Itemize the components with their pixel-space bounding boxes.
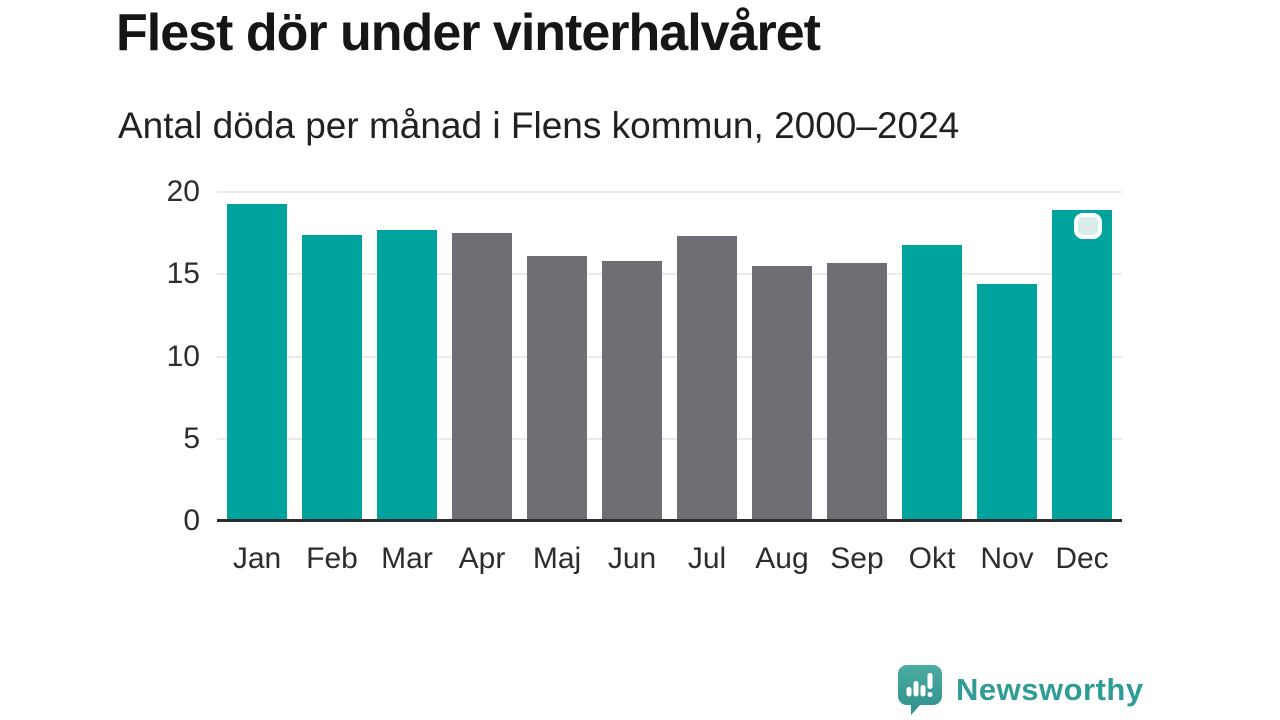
gridline-15 (217, 273, 1122, 276)
bar-mar (377, 229, 437, 521)
x-axis-baseline (217, 519, 1122, 522)
bar-jul (677, 236, 737, 521)
x-tick-label-jan: Jan (232, 542, 282, 575)
bar-sep (827, 262, 887, 521)
bar-apr (452, 233, 512, 521)
bar-okt (902, 244, 962, 521)
gridline-20 (217, 191, 1122, 193)
y-axis: 0 5 10 15 20 (90, 177, 200, 536)
bar-feb (302, 234, 362, 521)
bar-jun (602, 261, 662, 521)
x-tick-label-dec: Dec (1055, 542, 1109, 575)
newsworthy-logo-icon (898, 665, 942, 715)
plot-area (217, 191, 1122, 522)
brand-footer: Newsworthy (897, 664, 1144, 716)
x-axis-labels: Jan Feb Mar Apr Maj Jun Jul Aug Sep Okt Nov Dec (217, 540, 1122, 578)
bar-aug (752, 266, 812, 521)
x-tick-label-jul: Jul (687, 542, 727, 575)
y-tick-label-5: 5 (183, 421, 200, 455)
highlight-marker-icon (1074, 213, 1102, 240)
x-tick-label-aug: Aug (755, 542, 809, 575)
x-tick-label-okt: Okt (908, 542, 956, 575)
gridline-10 (217, 355, 1122, 358)
y-tick-label-20: 20 (166, 175, 200, 208)
chart-title: Flest dör under vinterhalvåret (116, 4, 821, 62)
x-tick-label-feb: Feb (306, 542, 358, 575)
bar-jan (227, 203, 287, 521)
x-tick-label-jun: Jun (607, 542, 657, 575)
x-tick-label-maj: Maj (532, 542, 582, 575)
y-tick-label-15: 15 (166, 257, 200, 291)
gridline-5 (217, 437, 1122, 440)
bar-nov (977, 284, 1037, 521)
bar-maj (527, 256, 587, 521)
x-tick-label-sep: Sep (830, 542, 884, 575)
x-tick-label-nov: Nov (980, 542, 1034, 575)
y-tick-label-10: 10 (166, 339, 200, 373)
bar-dec (1052, 210, 1112, 521)
brand-name: Newsworthy (956, 672, 1144, 707)
x-tick-label-mar: Mar (381, 542, 433, 575)
chart-subtitle: Antal döda per månad i Flens kommun, 200… (118, 105, 960, 146)
bar-series (217, 192, 1122, 521)
x-tick-label-apr: Apr (458, 542, 506, 575)
y-tick-label-0: 0 (183, 504, 200, 537)
